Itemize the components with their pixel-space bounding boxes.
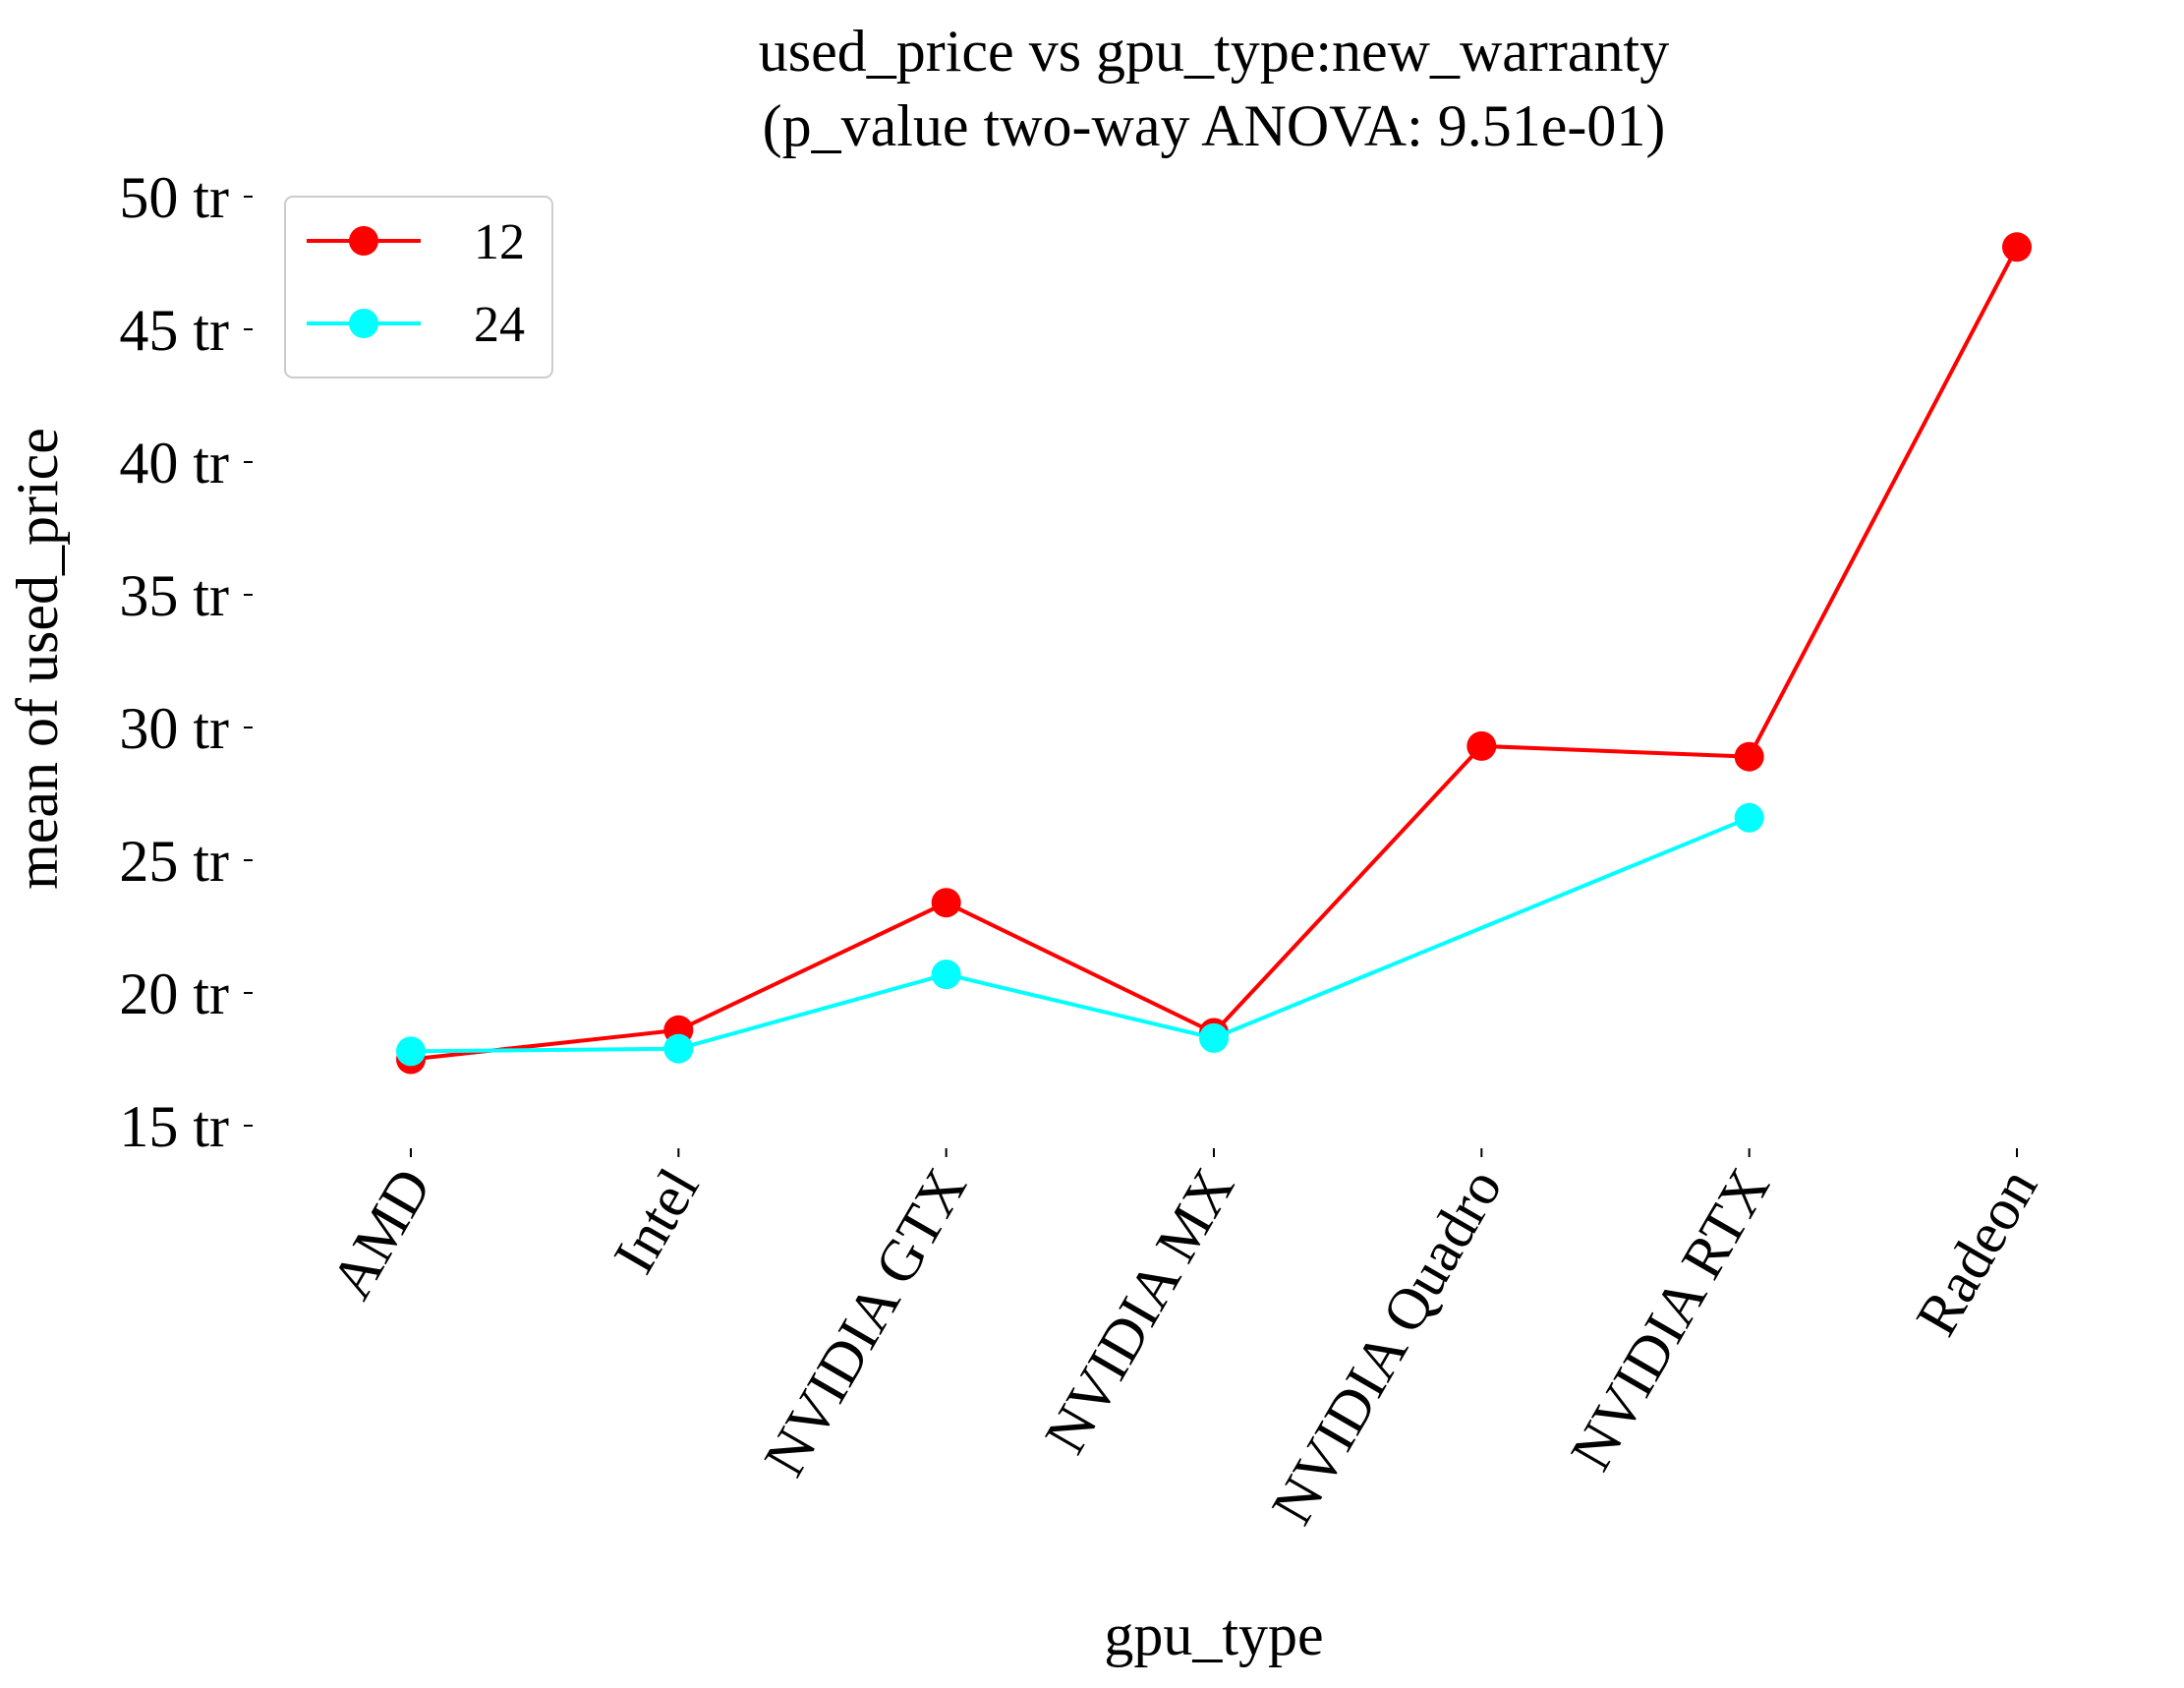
legend-item: 24 — [307, 297, 525, 353]
chart-title: used_price vs gpu_type:new_warranty — [759, 19, 1669, 84]
y-axis-label: mean of used_price — [5, 428, 70, 890]
y-tick-label: 40 tr — [119, 431, 229, 495]
series-line — [410, 246, 2019, 1062]
x-axis: AMD Intel NVIDIA GTX NVIDIA MX NVIDIA Quadro… — [318, 1148, 2049, 1535]
y-tick-label: 35 tr — [119, 563, 229, 628]
legend-marker — [349, 226, 378, 256]
legend-label: 12 — [474, 214, 525, 270]
data-point — [663, 1033, 694, 1064]
chart-subtitle: (p_value two-way ANOVA: 9.51e-01) — [763, 93, 1666, 158]
data-point — [1734, 741, 1764, 772]
legend-marker — [349, 309, 378, 338]
x-tick-label: NVIDIA MX — [1032, 1158, 1246, 1465]
series-line — [410, 815, 1751, 1054]
series-layer — [396, 232, 2032, 1075]
x-tick-label: AMD — [318, 1158, 443, 1310]
y-tick-label: 45 tr — [119, 298, 229, 363]
y-tick-label: 30 tr — [119, 696, 229, 761]
x-tick-label: NVIDIA Quadro — [1259, 1158, 1515, 1536]
data-point — [1734, 802, 1764, 833]
y-tick-label: 50 tr — [119, 165, 229, 230]
y-tick-label: 15 tr — [119, 1094, 229, 1159]
data-point — [931, 960, 961, 990]
data-point — [2002, 232, 2032, 262]
x-tick-label: NVIDIA RTX — [1558, 1158, 1782, 1482]
y-axis: 15 tr 20 tr 25 tr 30 tr 35 tr 40 tr 45 tr 50 tr — [119, 165, 253, 1159]
data-point — [931, 888, 961, 918]
y-tick-label: 25 tr — [119, 829, 229, 894]
x-tick-label: NVIDIA GTX — [752, 1158, 979, 1487]
legend-label: 24 — [474, 297, 525, 353]
series-12 — [396, 232, 2032, 1075]
series-24 — [396, 802, 1764, 1067]
data-point — [396, 1036, 426, 1067]
legend-item: 12 — [307, 214, 525, 270]
data-point — [1466, 730, 1497, 761]
x-tick-label: Radeon — [1903, 1158, 2049, 1347]
y-tick-label: 20 tr — [119, 961, 229, 1026]
x-tick-label: Intel — [601, 1158, 711, 1284]
data-point — [1199, 1022, 1229, 1053]
x-axis-label: gpu_type — [1104, 1602, 1323, 1667]
